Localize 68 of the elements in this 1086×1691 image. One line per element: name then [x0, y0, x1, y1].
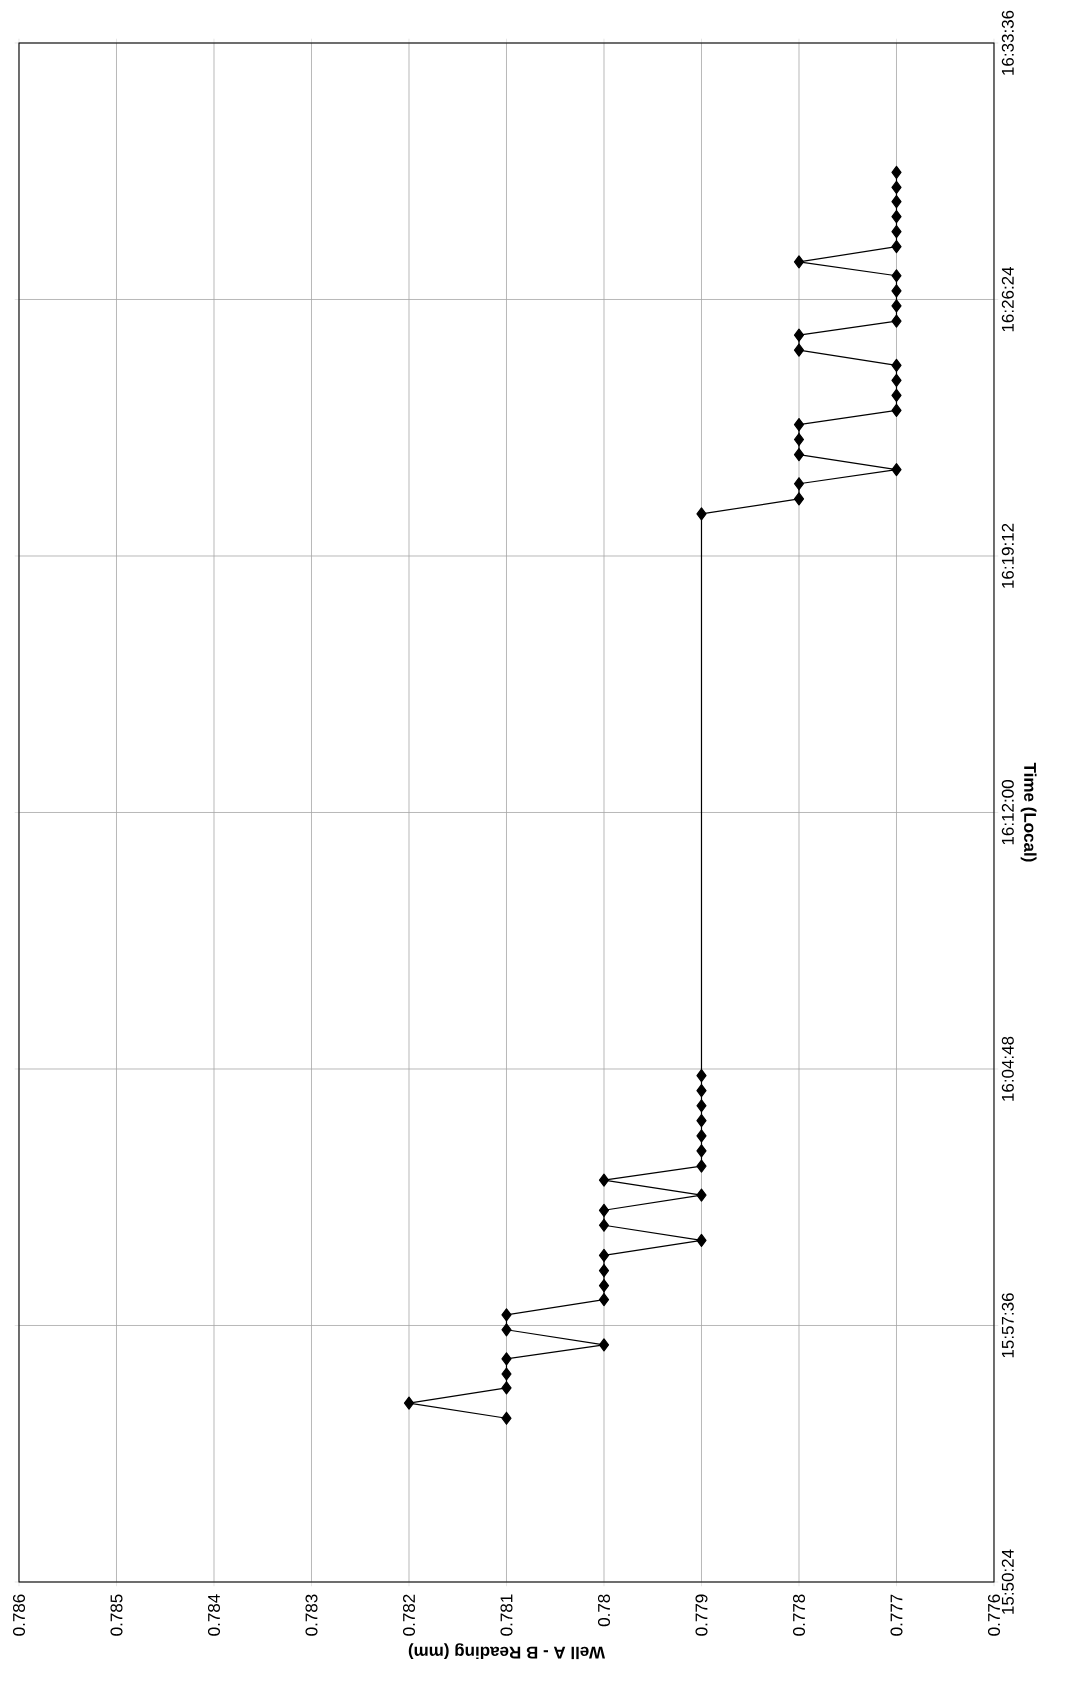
point	[696, 1099, 707, 1113]
point	[891, 269, 902, 283]
point	[598, 1293, 610, 1307]
x-tick-label: 0.785	[110, 1594, 123, 1636]
point	[696, 1114, 707, 1128]
point	[501, 1352, 512, 1366]
point	[793, 328, 805, 342]
y-tick-label: 16:04:48	[1001, 1036, 1014, 1101]
point	[696, 1144, 707, 1158]
point	[891, 463, 902, 477]
y-tick-label: 16:26:24	[1001, 266, 1014, 332]
point	[891, 209, 902, 224]
point	[501, 1381, 512, 1395]
point	[891, 180, 902, 195]
point	[696, 1069, 707, 1083]
point	[696, 1129, 707, 1143]
x-tick-label: 0.781	[500, 1594, 513, 1636]
point	[501, 1367, 512, 1381]
point	[891, 373, 902, 387]
x-tick-label: 0.783	[305, 1594, 318, 1636]
point	[598, 1263, 610, 1278]
point	[501, 1411, 512, 1425]
point	[793, 448, 805, 462]
y-tick-label: 16:33:36	[1001, 10, 1014, 75]
point	[501, 1308, 512, 1322]
point	[793, 343, 805, 357]
point	[891, 240, 902, 254]
point	[501, 1323, 512, 1337]
point	[891, 358, 902, 372]
point	[891, 403, 902, 418]
point	[598, 1173, 610, 1187]
point	[793, 255, 805, 269]
point	[696, 1233, 707, 1248]
point	[696, 1188, 707, 1202]
point	[696, 1083, 707, 1098]
point	[891, 194, 902, 209]
y-tick-label: 16:19:12	[1001, 523, 1014, 588]
point	[891, 314, 902, 328]
point	[891, 299, 902, 313]
y-tick-label: 16:12:00	[1001, 780, 1014, 845]
x-tick-label: 0.776	[987, 1594, 1001, 1636]
point	[598, 1278, 610, 1293]
y-axis-title: Time (Local)	[1020, 762, 1037, 862]
point	[598, 1338, 610, 1352]
point	[793, 492, 805, 506]
x-tick-label: 0.778	[792, 1594, 806, 1636]
x-tick-label: 0.782	[402, 1594, 416, 1636]
x-tick-label: 0.784	[207, 1594, 221, 1636]
point	[891, 388, 902, 403]
point	[793, 417, 805, 432]
x-tick-label: 0.779	[695, 1594, 708, 1636]
point	[793, 477, 805, 491]
x-tick-label: 0.777	[890, 1594, 903, 1636]
point	[696, 507, 707, 521]
point	[793, 432, 805, 447]
point	[598, 1248, 610, 1262]
point	[696, 1159, 707, 1173]
point	[891, 225, 902, 239]
x-tick-label: 0.78	[597, 1594, 611, 1627]
point	[403, 1396, 415, 1410]
y-tick-label: 15:50:24	[1001, 1549, 1014, 1614]
x-axis-title: Well A - B Reading (mm)	[408, 1643, 606, 1660]
point	[598, 1218, 610, 1232]
point	[891, 165, 902, 179]
point	[891, 284, 902, 298]
x-tick-label: 0.786	[12, 1594, 26, 1636]
point	[598, 1203, 610, 1217]
y-tick-label: 15:57:36	[1001, 1293, 1014, 1358]
